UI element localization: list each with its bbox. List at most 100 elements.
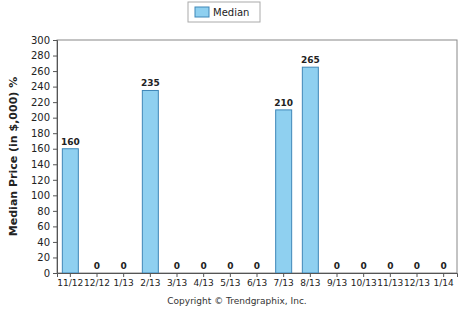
data-label: 0 — [361, 261, 367, 271]
x-tick-mark — [283, 273, 284, 277]
x-tick-mark — [203, 273, 204, 277]
y-tick-label: 20 — [37, 252, 50, 263]
data-label: 0 — [121, 261, 127, 271]
y-tick-label: 40 — [37, 237, 50, 248]
x-tick: 2/13 — [140, 273, 160, 288]
y-tick: 120 — [31, 175, 57, 186]
bar — [222, 273, 238, 274]
x-tick-label: 10/13 — [351, 278, 377, 288]
annotation: Copyright © Trendgraphix, Inc. — [167, 296, 306, 306]
x-tick: 9/13 — [327, 273, 347, 288]
legend-label: Median — [213, 7, 249, 18]
x-tick: 12/12 — [84, 273, 110, 288]
legend-swatch — [195, 7, 209, 17]
y-tick-mark — [53, 149, 57, 150]
y-tick: 280 — [31, 50, 57, 61]
y-tick-label: 280 — [31, 50, 50, 61]
x-tick-label: 6/13 — [247, 278, 267, 288]
y-tick: 0 — [44, 268, 57, 279]
y-tick: 220 — [31, 97, 57, 108]
bar — [356, 273, 372, 274]
x-tick-mark — [443, 273, 444, 277]
x-tick: 1/14 — [434, 273, 454, 288]
x-tick-mark — [390, 273, 391, 277]
bar — [196, 273, 212, 274]
x-tick: 11/12 — [57, 273, 83, 288]
y-tick-label: 80 — [37, 206, 50, 217]
plot: 0 20 40 60 80 100 120 140 160 180 200 220 240 260 280 3… — [31, 35, 458, 289]
x-tick-label: 11/12 — [57, 278, 83, 288]
bar — [276, 110, 292, 273]
data-label: 265 — [301, 55, 320, 65]
y-tick-mark — [53, 195, 57, 196]
y-tick: 260 — [31, 66, 57, 77]
bar — [169, 273, 185, 274]
x-tick-label: 8/13 — [300, 278, 320, 288]
data-label: 0 — [254, 261, 260, 271]
data-label: 0 — [387, 261, 393, 271]
y-tick-mark — [53, 273, 57, 274]
x-tick-label: 1/14 — [434, 278, 454, 288]
y-tick-label: 220 — [31, 97, 50, 108]
data-label: 0 — [441, 261, 447, 271]
x-tick: 10/13 — [351, 273, 377, 288]
bars — [62, 67, 318, 273]
y-tick: 160 — [31, 143, 57, 154]
x-tick: 12/13 — [404, 273, 430, 288]
y-tick-label: 180 — [31, 128, 50, 139]
data-label: 0 — [227, 261, 233, 271]
y-tick: 40 — [37, 237, 57, 248]
x-tick-label: 4/13 — [194, 278, 214, 288]
x-tick: 3/13 — [167, 273, 187, 288]
x-axis: 11/1212/12 1/13 2/13 3/13 4/13 5/13 6/13 7/13 8/… — [57, 273, 457, 288]
data-label: 0 — [201, 261, 207, 271]
y-tick-mark — [53, 56, 57, 57]
data-label: 0 — [94, 261, 100, 271]
x-tick: 11/13 — [377, 273, 403, 288]
x-tick-label: 11/13 — [377, 278, 403, 288]
y-axis-line — [53, 41, 58, 274]
data-label: 160 — [61, 137, 80, 147]
y-tick-label: 200 — [31, 112, 50, 123]
x-tick: 5/13 — [220, 273, 240, 288]
y-tick-label: 300 — [31, 35, 50, 46]
x-tick-mark — [417, 273, 418, 277]
y-tick-mark — [53, 242, 57, 243]
bar — [142, 90, 158, 273]
y-tick-mark — [53, 257, 57, 258]
y-tick-label: 60 — [37, 221, 50, 232]
x-tick-mark — [337, 273, 338, 277]
y-tick-label: 160 — [31, 143, 50, 154]
bar — [302, 67, 318, 273]
x-tick-mark — [150, 273, 151, 277]
y-tick: 240 — [31, 81, 57, 92]
bar — [436, 273, 452, 274]
x-tick-label: 12/13 — [404, 278, 430, 288]
y-tick: 200 — [31, 112, 57, 123]
y-tick-mark — [53, 226, 57, 227]
x-tick: 7/13 — [274, 273, 294, 288]
data-label: 0 — [414, 261, 420, 271]
x-tick-mark — [310, 273, 311, 277]
x-tick-label: 12/12 — [84, 278, 110, 288]
x-tick-mark — [363, 273, 364, 277]
x-tick-label: 3/13 — [167, 278, 187, 288]
y-tick: 140 — [31, 159, 57, 170]
y-tick-mark — [53, 71, 57, 72]
x-tick-mark — [123, 273, 124, 277]
x-tick-label: 5/13 — [220, 278, 240, 288]
x-tick-mark — [70, 273, 71, 277]
x-tick: 8/13 — [300, 273, 320, 288]
y-tick: 80 — [37, 206, 57, 217]
y-tick-mark — [53, 118, 57, 119]
bar — [116, 273, 132, 274]
x-tick-label: 9/13 — [327, 278, 347, 288]
x-tick-mark — [257, 273, 258, 277]
y-tick-mark — [53, 211, 57, 212]
x-tick-label: 1/13 — [114, 278, 134, 288]
x-tick: 6/13 — [247, 273, 267, 288]
x-tick: 4/13 — [194, 273, 214, 288]
y-tick-mark — [53, 180, 57, 181]
y-tick: 100 — [31, 190, 57, 201]
bar — [409, 273, 425, 274]
